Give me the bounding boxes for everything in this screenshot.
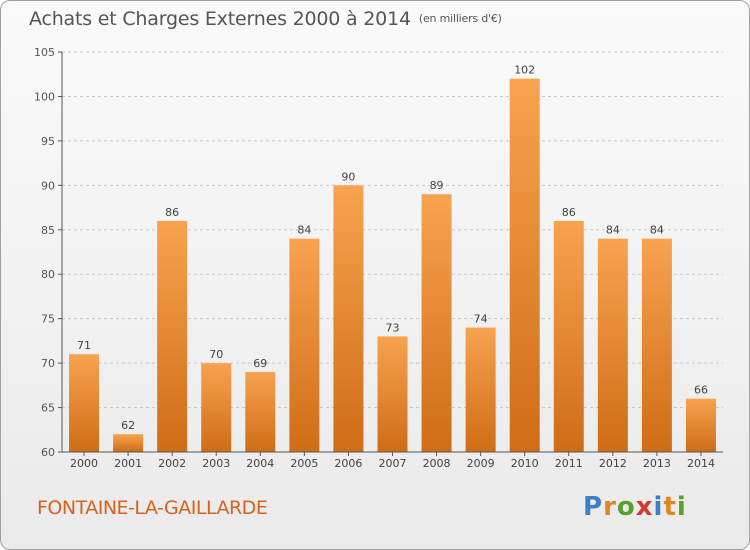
bar [641,238,672,452]
bar [465,327,496,452]
y-tick-label: 60 [41,446,55,459]
y-tick-label: 75 [41,313,55,326]
logo-letter: r [603,492,617,522]
x-tick-label: 2008 [423,457,451,470]
bar [553,220,584,452]
y-tick-label: 90 [41,179,55,192]
y-tick-label: 100 [34,90,55,103]
x-tick-label: 2003 [202,457,230,470]
bar [157,220,188,452]
logo-letter: i [676,492,687,522]
data-label: 73 [386,321,400,334]
bar [113,434,144,452]
data-label: 69 [253,357,267,370]
bar [289,238,320,452]
proxiti-logo: Proxiti [583,492,687,522]
bar [377,336,408,452]
x-tick-label: 2005 [290,457,318,470]
chart-title-text: Achats et Charges Externes 2000 à 2014 [29,8,411,30]
x-tick-label: 2004 [246,457,274,470]
data-label: 86 [562,206,576,219]
y-tick-label: 105 [34,46,55,59]
logo-letter: x [635,492,654,522]
x-tick-label: 2012 [599,457,627,470]
y-tick-label: 65 [41,402,55,415]
logo-letter: P [583,492,604,522]
logo-letter: t [663,492,677,522]
chart-unit: (en milliers d'€) [418,12,502,25]
x-tick-label: 2000 [70,457,98,470]
bar [333,185,364,453]
logo-letter: o [616,492,636,522]
x-tick-label: 2001 [114,457,142,470]
x-tick-label: 2011 [555,457,583,470]
x-tick-label: 2014 [687,457,715,470]
y-tick-label: 95 [41,135,55,148]
data-label: 86 [165,206,179,219]
y-tick-label: 80 [41,268,55,281]
x-tick-label: 2010 [511,457,539,470]
data-label: 70 [209,348,223,361]
data-label: 102 [514,64,535,77]
x-tick-label: 2006 [334,457,362,470]
commune-name: FONTAINE-LA-GAILLARDE [37,497,268,519]
bar [685,398,716,452]
data-label: 84 [606,224,620,237]
bar [509,78,540,453]
data-label: 89 [430,179,444,192]
y-tick-label: 70 [41,357,55,370]
x-tick-label: 2009 [467,457,495,470]
data-label: 90 [341,170,355,183]
data-label: 84 [650,224,664,237]
data-label: 66 [694,384,708,397]
data-label: 62 [121,419,135,432]
data-label: 74 [474,313,488,326]
chart-title: Achats et Charges Externes 2000 à 2014 (e… [29,8,502,30]
data-label: 84 [297,224,311,237]
data-label: 71 [77,339,91,352]
x-tick-label: 2007 [379,457,407,470]
bar [597,238,628,452]
bar [245,372,276,452]
x-tick-label: 2013 [643,457,671,470]
x-tick-label: 2002 [158,457,186,470]
bar [69,354,100,452]
bar [421,194,452,452]
bar [201,363,232,452]
y-tick-label: 85 [41,224,55,237]
logo-letter: i [653,492,664,522]
